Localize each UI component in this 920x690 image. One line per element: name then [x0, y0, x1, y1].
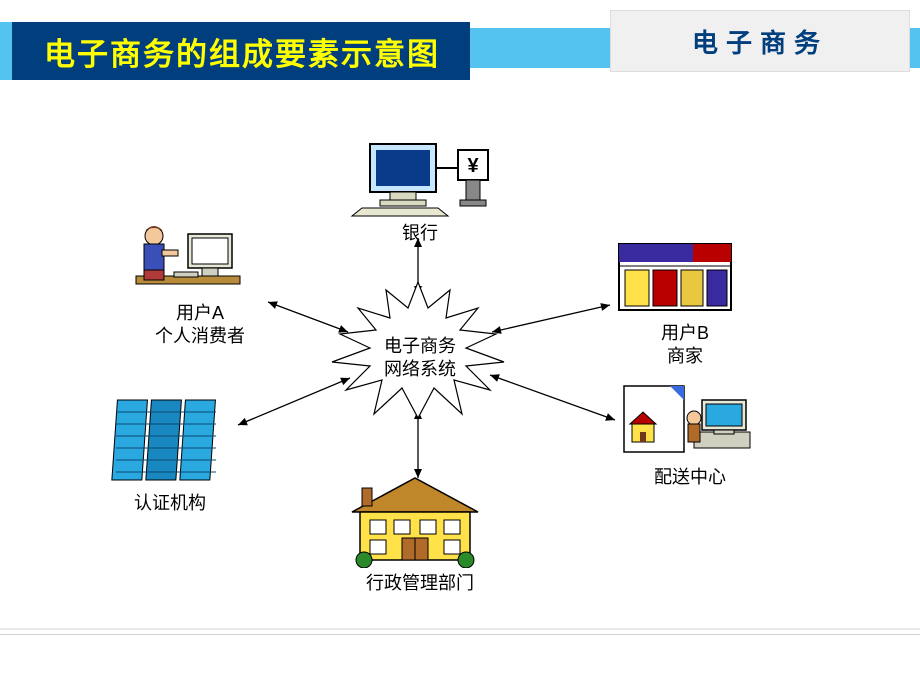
node-admin-label: 行政管理部门: [340, 572, 500, 595]
diagram-canvas: 电子商务 网络系统 ¥ 银行: [0, 110, 920, 630]
center-label: 电子商务 网络系统: [380, 335, 460, 380]
store-icon: [615, 240, 735, 318]
node-delivery: 配送中心: [610, 378, 770, 489]
header: 电子商务的组成要素示意图 电子商务: [0, 0, 920, 96]
node-user-b: 用户B 商家: [615, 240, 755, 369]
node-user-a: 用户A 个人消费者: [130, 218, 270, 349]
brand-text: 电子商务: [692, 23, 828, 60]
node-bank-label: 银行: [340, 222, 500, 245]
node-cert-label: 认证机构: [100, 492, 240, 515]
node-bank: ¥ 银行: [340, 138, 500, 245]
node-cert: 认证机构: [100, 392, 240, 515]
page-title: 电子商务的组成要素示意图: [44, 29, 440, 74]
brand-box: 电子商务: [610, 10, 910, 72]
delivery-icon: [610, 378, 760, 462]
node-user-b-label: 用户B 商家: [615, 322, 755, 369]
svg-text:¥: ¥: [467, 155, 479, 177]
computer-bank-icon: ¥: [340, 138, 500, 218]
person-computer-icon: [130, 218, 250, 298]
title-accent: [0, 22, 12, 80]
house-icon: [340, 472, 490, 568]
node-user-a-label: 用户A 个人消费者: [130, 302, 270, 349]
buildings-icon: [100, 392, 230, 488]
node-delivery-label: 配送中心: [610, 466, 770, 489]
footer-line2: [0, 634, 920, 635]
node-admin: 行政管理部门: [340, 472, 500, 595]
footer-line: [0, 628, 920, 630]
title-bar: 电子商务的组成要素示意图: [0, 22, 470, 80]
